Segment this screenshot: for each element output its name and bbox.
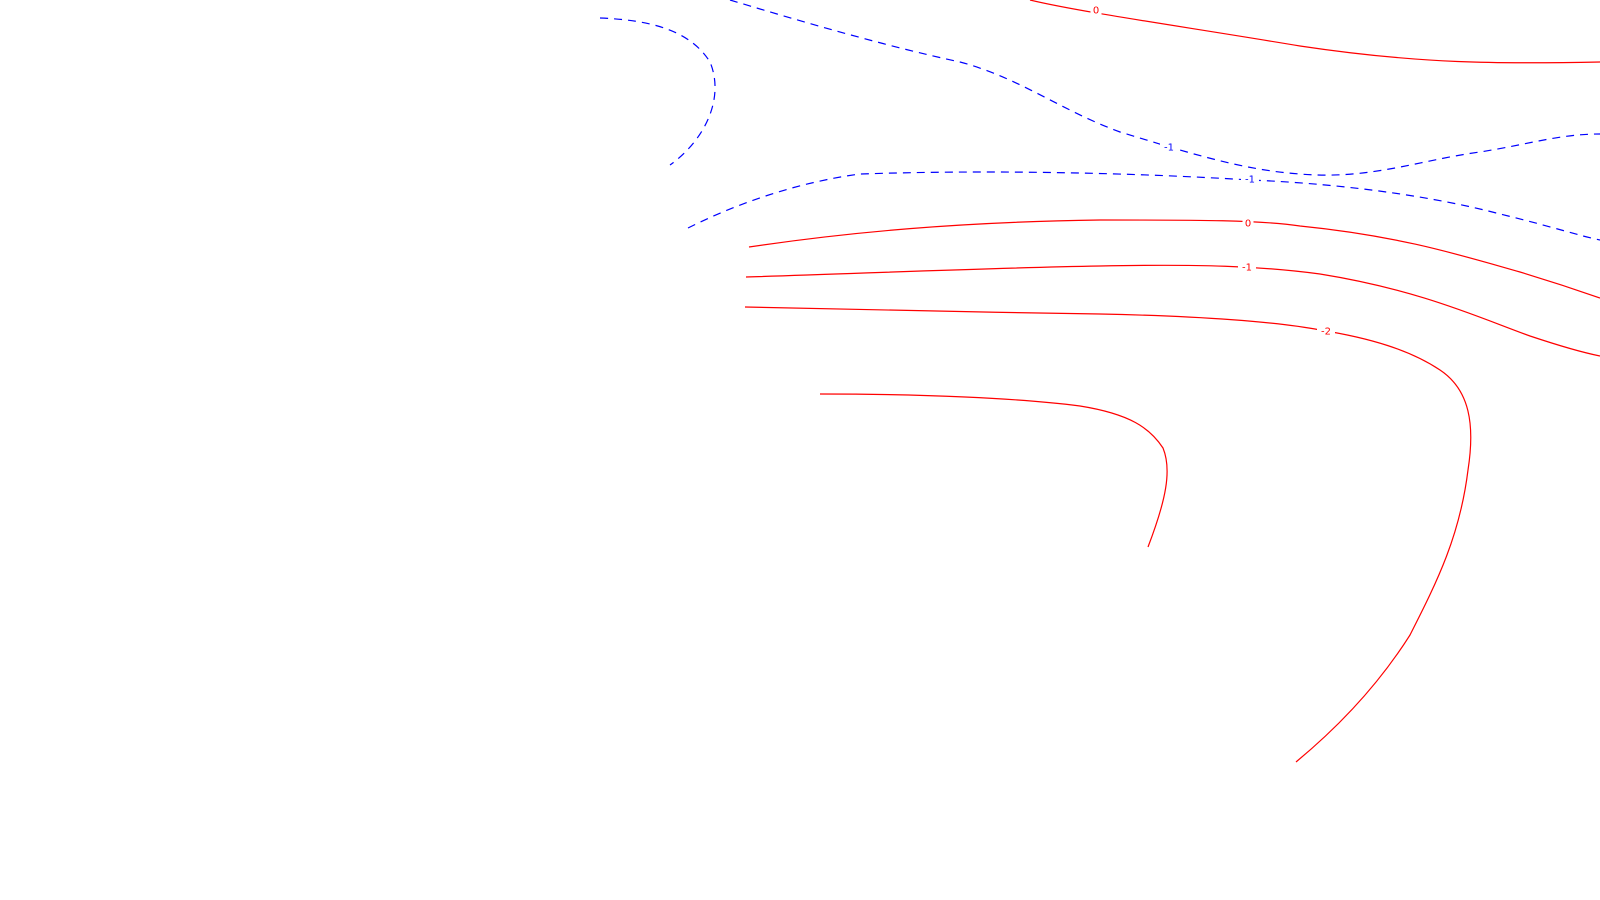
contour-label-bg-7 — [1317, 326, 1335, 338]
contour-line-3 — [729, 0, 1600, 176]
contour-group: 0 -1 -1 0 -1 -2 — [599, 0, 1600, 763]
contour-label-6: -1 — [1242, 263, 1252, 274]
contour-label-bg-3 — [1160, 142, 1178, 154]
contour-line-5 — [748, 219, 1600, 299]
contour-line-2 — [599, 17, 716, 166]
contour-line-7 — [744, 306, 1472, 763]
contour-label-7: -2 — [1321, 327, 1331, 338]
contour-line-8 — [819, 393, 1168, 548]
contour-label-5: 0 — [1245, 219, 1251, 230]
contour-label-4: -1 — [1245, 175, 1255, 186]
contour-label-1: 0 — [1093, 6, 1099, 17]
contour-label-bg-1 — [1090, 5, 1102, 17]
contour-line-6 — [745, 264, 1600, 357]
contour-label-bg-5 — [1242, 218, 1254, 230]
contour-label-bg-6 — [1238, 262, 1256, 274]
contour-label-bg-4 — [1241, 174, 1259, 186]
contour-line-4 — [687, 171, 1600, 241]
contour-label-3: -1 — [1164, 143, 1174, 154]
